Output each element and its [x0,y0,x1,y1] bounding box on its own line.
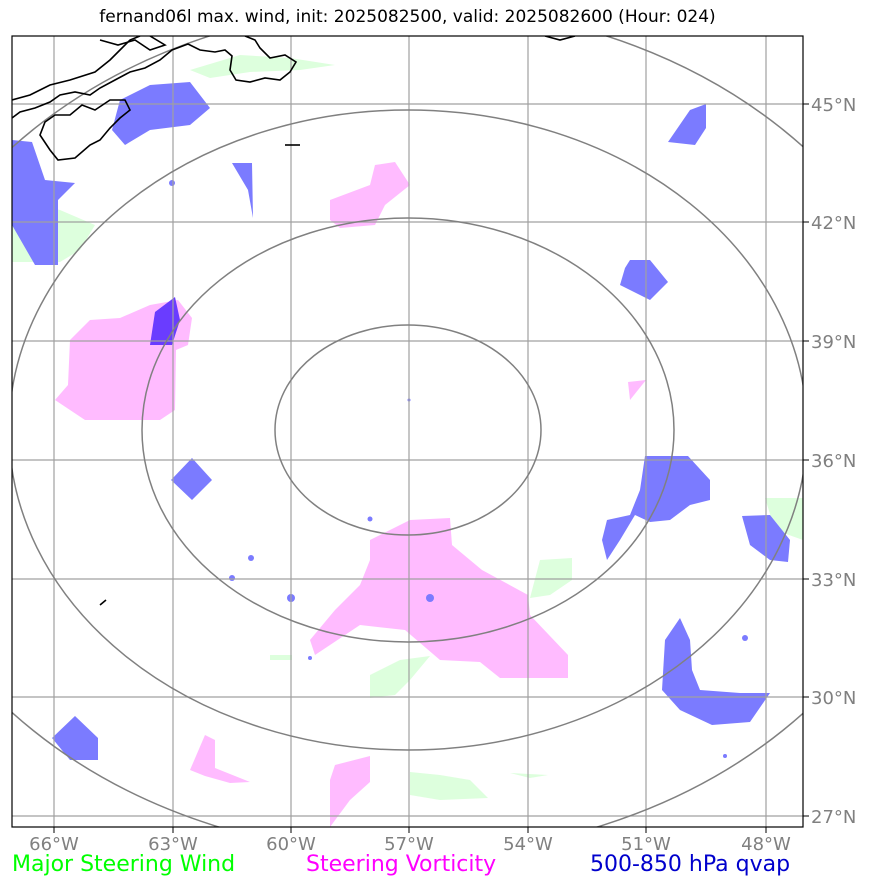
lon-label: 54°W [503,834,553,855]
legend-major-steering-wind: Major Steering Wind [12,852,236,877]
lat-label: 42°N [811,213,856,234]
map-frame [11,35,804,828]
lon-label: 48°W [741,834,791,855]
lat-label: 27°N [811,807,856,828]
lat-label: 45°N [811,95,856,116]
lon-label: 57°W [384,834,434,855]
lat-label: 33°N [811,570,856,591]
range-rings [12,36,803,827]
graticule [12,36,803,827]
legend-steering-vorticity: Steering Vorticity [306,852,497,877]
legend-qvap: 500-850 hPa qvap [590,852,791,877]
lon-label: 60°W [266,834,316,855]
lat-label: 39°N [811,332,856,353]
map-title: fernand06l max. wind, init: 2025082500, … [99,7,716,27]
lat-label: 30°N [811,688,856,709]
lat-label: 36°N [811,451,856,472]
lon-label: 66°W [29,834,79,855]
lon-label: 63°W [148,834,198,855]
lon-label: 51°W [621,834,671,855]
coastlines [12,36,576,606]
